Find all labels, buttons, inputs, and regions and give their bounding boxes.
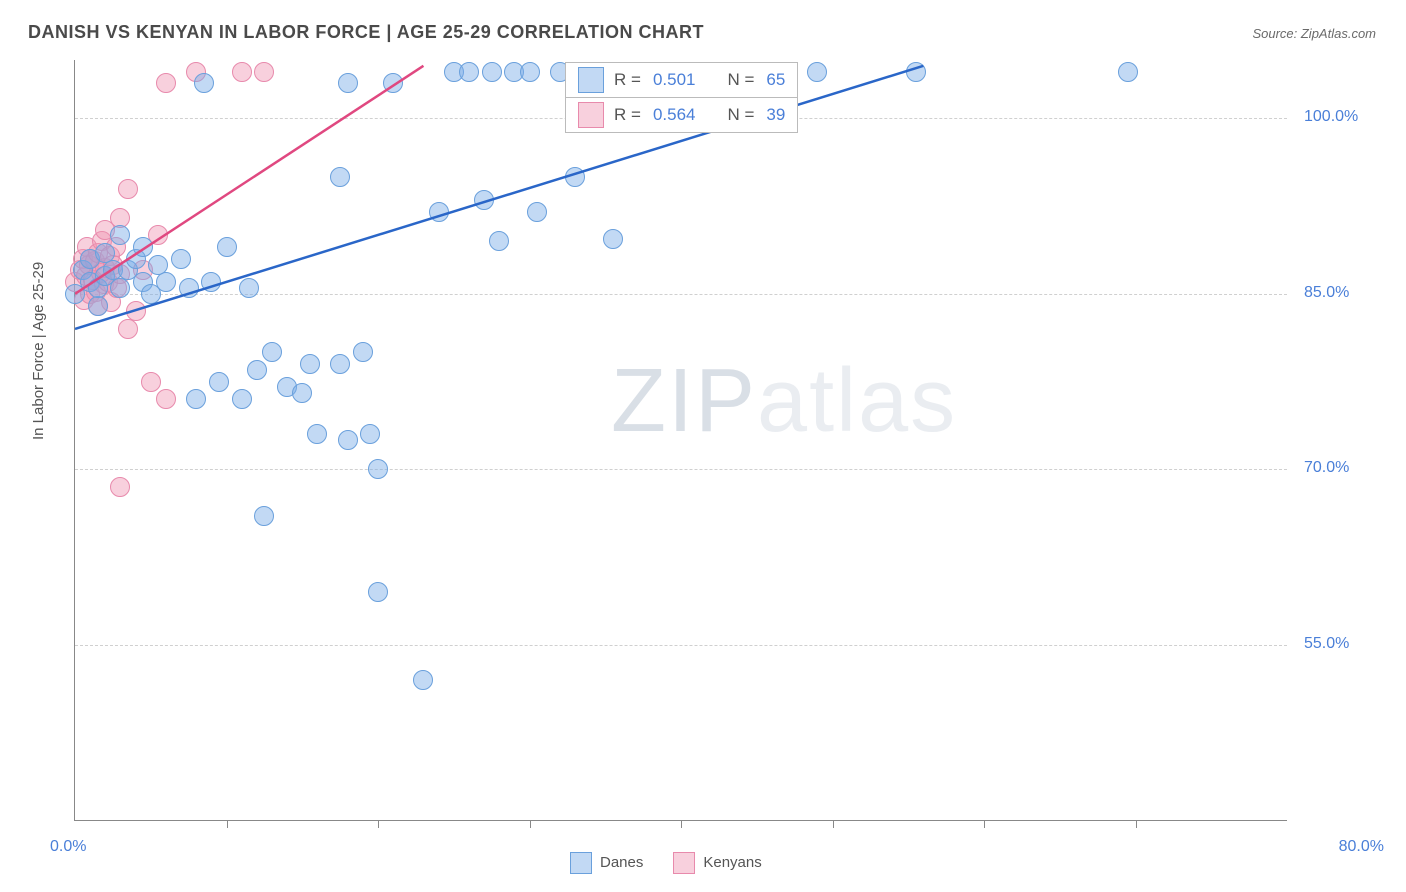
source-attribution: Source: ZipAtlas.com (1252, 26, 1376, 41)
danes-point (307, 424, 327, 444)
legend-r-label: R = (614, 105, 641, 125)
danes-point (368, 582, 388, 602)
danes-point (209, 372, 229, 392)
danes-point (330, 167, 350, 187)
kenyans-point (126, 301, 146, 321)
danes-point (330, 354, 350, 374)
x-axis-max-label: 80.0% (1339, 838, 1384, 856)
danes-point (247, 360, 267, 380)
legend-item: Kenyans (673, 852, 761, 874)
danes-point (353, 342, 373, 362)
danes-point (520, 62, 540, 82)
danes-point (232, 389, 252, 409)
x-tick (984, 820, 985, 828)
danes-point (459, 62, 479, 82)
regression-lines-layer (75, 60, 1287, 820)
danes-point (179, 278, 199, 298)
danes-point (110, 225, 130, 245)
kenyans-point (118, 179, 138, 199)
legend-swatch (578, 67, 604, 93)
danes-point (807, 62, 827, 82)
series-legend: Danes Kenyans (570, 852, 762, 874)
legend-r-value: 0.501 (653, 70, 696, 90)
y-tick-label: 85.0% (1304, 284, 1349, 302)
x-tick (530, 820, 531, 828)
legend-swatch (578, 102, 604, 128)
danes-point (489, 231, 509, 251)
danes-point (156, 272, 176, 292)
plot-area: ZIPatlas (74, 60, 1287, 821)
legend-item: Danes (570, 852, 643, 874)
gridline (75, 469, 1287, 470)
danes-point (194, 73, 214, 93)
danes-point (383, 73, 403, 93)
watermark-zip: ZIP (611, 351, 757, 451)
danes-point (171, 249, 191, 269)
legend-n-label: N = (727, 70, 754, 90)
danes-point (133, 237, 153, 257)
y-tick-label: 70.0% (1304, 459, 1349, 477)
danes-point (300, 354, 320, 374)
legend-row: R = 0.501 N = 65 (566, 63, 797, 98)
danes-point (88, 296, 108, 316)
danes-point (368, 459, 388, 479)
danes-point (217, 237, 237, 257)
x-tick (378, 820, 379, 828)
legend-n-value: 65 (766, 70, 785, 90)
legend-n-label: N = (727, 105, 754, 125)
x-tick (681, 820, 682, 828)
legend-swatch (673, 852, 695, 874)
danes-point (186, 389, 206, 409)
danes-point (527, 202, 547, 222)
danes-point (110, 278, 130, 298)
y-axis-label: In Labor Force | Age 25-29 (30, 262, 47, 440)
danes-point (474, 190, 494, 210)
danes-point (482, 62, 502, 82)
kenyans-point (232, 62, 252, 82)
y-tick-label: 55.0% (1304, 635, 1349, 653)
danes-point (413, 670, 433, 690)
danes-point (338, 430, 358, 450)
kenyans-point (141, 372, 161, 392)
danes-point (254, 506, 274, 526)
kenyans-point (254, 62, 274, 82)
legend-row: R = 0.564 N = 39 (566, 98, 797, 132)
danes-point (338, 73, 358, 93)
danes-point (565, 167, 585, 187)
danes-point (262, 342, 282, 362)
legend-r-value: 0.564 (653, 105, 696, 125)
legend-n-value: 39 (766, 105, 785, 125)
kenyans-point (156, 73, 176, 93)
kenyans-point (118, 319, 138, 339)
danes-point (603, 229, 623, 249)
legend-r-label: R = (614, 70, 641, 90)
danes-point (292, 383, 312, 403)
x-tick (227, 820, 228, 828)
kenyans-point (110, 477, 130, 497)
danes-point (360, 424, 380, 444)
legend-label: Danes (600, 854, 643, 871)
watermark-atlas: atlas (757, 351, 957, 451)
legend-label: Kenyans (703, 854, 761, 871)
kenyans-point (156, 389, 176, 409)
correlation-legend: R = 0.501 N = 65 R = 0.564 N = 39 (565, 62, 798, 133)
gridline (75, 645, 1287, 646)
danes-point (906, 62, 926, 82)
danes-point (201, 272, 221, 292)
y-tick-label: 100.0% (1304, 108, 1358, 126)
danes-point (239, 278, 259, 298)
watermark: ZIPatlas (611, 350, 957, 453)
chart-title: DANISH VS KENYAN IN LABOR FORCE | AGE 25… (28, 22, 704, 43)
legend-swatch (570, 852, 592, 874)
x-tick (1136, 820, 1137, 828)
danes-point (429, 202, 449, 222)
danes-point (1118, 62, 1138, 82)
x-axis-min-label: 0.0% (50, 838, 86, 856)
x-tick (833, 820, 834, 828)
